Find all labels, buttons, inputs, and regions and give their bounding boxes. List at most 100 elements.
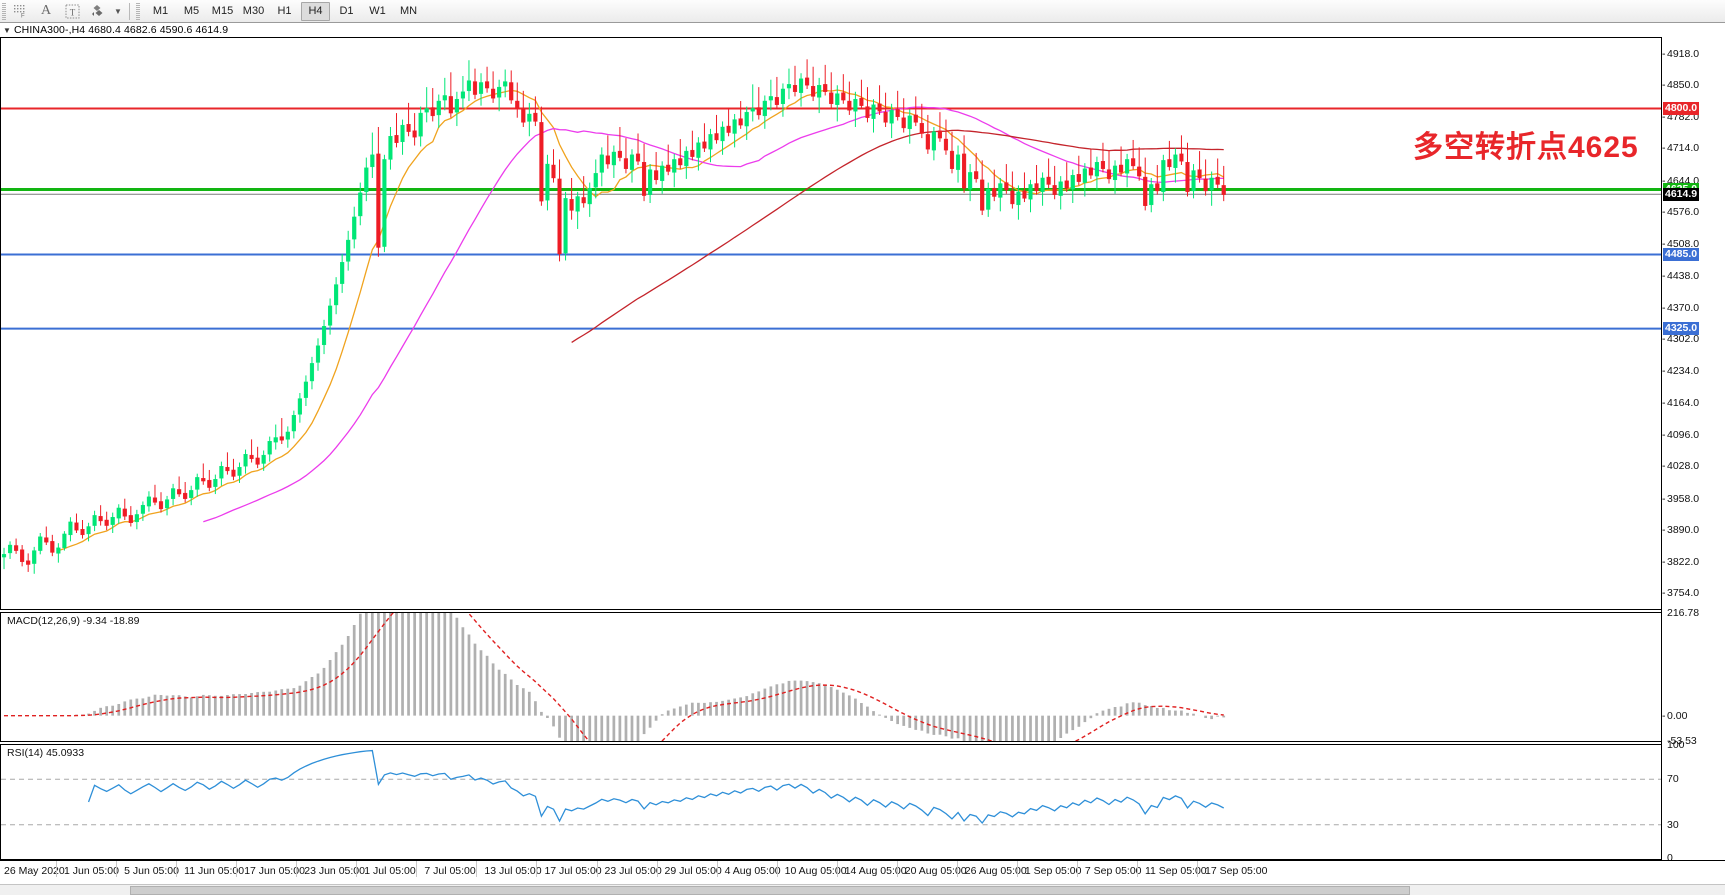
candle-body: [158, 501, 164, 510]
candle-body: [654, 170, 659, 181]
symbol-dropdown-icon[interactable]: ▼: [3, 25, 11, 35]
timeframe-d1[interactable]: D1: [339, 5, 354, 17]
price-plot-svg: [1, 59, 1662, 574]
candle-body: [400, 124, 405, 143]
candle-body: [732, 119, 737, 134]
price-tick: -4508.0: [1662, 237, 1700, 250]
timeframe-mn[interactable]: MN: [399, 5, 418, 17]
candle-body: [919, 123, 924, 134]
candle-body: [1185, 162, 1190, 193]
candle-body: [394, 135, 399, 143]
price-tick: -4576.0: [1662, 206, 1700, 219]
scrollbar-thumb[interactable]: [130, 886, 1410, 895]
candle-body: [237, 466, 242, 476]
candle-body: [412, 130, 417, 138]
horizontal-scrollbar[interactable]: [0, 884, 1725, 895]
toolbar-grip[interactable]: [2, 2, 6, 20]
rsi-pane[interactable]: RSI(14) 45.0933: [0, 744, 1662, 860]
candle-body: [1094, 162, 1099, 177]
date-label: 1 Jul 05:00: [364, 865, 416, 877]
candle-body: [1112, 165, 1118, 181]
candle-body: [533, 112, 538, 122]
candle-body: [805, 77, 810, 86]
main-toolbar: F A T ▼ M1 M5 M15 M30 H1 H4 D1 W1 MN: [0, 0, 1725, 23]
timeframe-m15[interactable]: M15: [211, 5, 234, 17]
date-separator: [956, 861, 958, 877]
candle-body: [611, 151, 616, 166]
objects-icon[interactable]: [85, 1, 111, 22]
price-tick: -3754.0: [1662, 587, 1700, 600]
text-box-icon[interactable]: T: [59, 1, 85, 22]
timeframe-h1[interactable]: H1: [277, 5, 292, 17]
date-label: 17 Jul 05:00: [544, 865, 602, 877]
rsi-tick: 100: [1667, 739, 1685, 751]
timeframe-w1[interactable]: W1: [369, 5, 386, 17]
price-tick: -3822.0: [1662, 555, 1700, 568]
price-chart-pane[interactable]: [0, 37, 1662, 610]
candle-body: [1149, 184, 1154, 206]
candle-body: [110, 517, 115, 525]
candle-body: [1088, 167, 1093, 176]
candle-body: [195, 477, 200, 490]
candle-body: [1010, 190, 1015, 205]
candle-body: [418, 112, 423, 137]
candle-body: [780, 88, 786, 105]
candle-body: [267, 441, 272, 455]
candle-body: [388, 136, 393, 160]
candle-body: [352, 216, 357, 240]
candle-body: [913, 114, 918, 123]
macd-pane[interactable]: MACD(12,26,9) -9.34 -18.89: [0, 612, 1662, 742]
date-separator: [236, 861, 238, 877]
candle-body: [38, 536, 43, 551]
date-separator: [776, 861, 778, 877]
candle-body: [986, 188, 991, 210]
candle-body: [491, 88, 496, 99]
chevron-down-icon[interactable]: ▼: [114, 6, 122, 16]
candle-body: [207, 479, 212, 488]
candle-body: [442, 95, 447, 101]
candle-body: [485, 81, 490, 89]
price-tick: -4438.0: [1662, 270, 1700, 283]
candle-body: [297, 398, 302, 415]
candle-body: [786, 84, 792, 89]
date-separator: [476, 861, 478, 877]
candle-body: [575, 196, 580, 212]
candle-body: [672, 159, 677, 173]
macd-plot[interactable]: [1, 613, 1662, 741]
rsi-plot[interactable]: [1, 745, 1662, 859]
rsi-line: [87, 749, 1225, 825]
candle-body: [1221, 185, 1226, 195]
date-label: 26 May 2020: [4, 865, 65, 877]
candle-body: [1197, 169, 1202, 179]
candle-body: [545, 163, 550, 201]
timeframe-m30[interactable]: M30: [242, 5, 265, 17]
candle-body: [128, 515, 133, 524]
candle-body: [80, 529, 85, 536]
candle-body: [853, 98, 858, 112]
candle-body: [756, 107, 761, 116]
moving-average-2: [571, 129, 1224, 343]
candle-body: [726, 125, 731, 133]
candle-body: [279, 436, 284, 441]
candle-body: [1209, 177, 1214, 191]
timeframe-grip[interactable]: [136, 2, 140, 20]
timeframe-m5[interactable]: M5: [183, 5, 200, 17]
price-axis[interactable]: -4918.0-4850.0-4782.0-4714.0-4644.0-4576…: [1661, 37, 1725, 864]
candle-body: [472, 81, 478, 95]
candle-body: [841, 92, 846, 101]
price-plot[interactable]: [1, 38, 1662, 609]
candle-body: [829, 92, 834, 105]
candle-body: [895, 109, 900, 117]
candle-body: [334, 284, 339, 306]
date-label: 23 Jul 05:00: [604, 865, 662, 877]
candle-body: [497, 86, 502, 98]
crosshair-icon[interactable]: F: [7, 1, 33, 22]
timeframe-h4[interactable]: H4: [301, 1, 330, 21]
text-label-icon[interactable]: A: [40, 3, 52, 18]
candle-body: [599, 154, 604, 173]
candle-body: [877, 103, 882, 112]
timeframe-m1[interactable]: M1: [152, 5, 169, 17]
candle-body: [92, 515, 97, 526]
candle-body: [907, 115, 912, 130]
candle-body: [684, 150, 689, 167]
